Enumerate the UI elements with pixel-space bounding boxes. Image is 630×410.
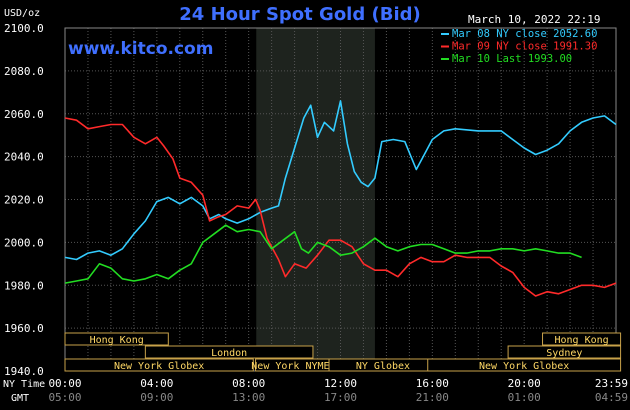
x-tick-label-gmt: 17:00	[324, 391, 357, 404]
y-tick-label: 1940.0	[4, 365, 44, 378]
chart-title: 24 Hour Spot Gold (Bid)	[179, 4, 420, 25]
legend-entry: Mar 10 Last 1993.00	[452, 53, 572, 65]
y-tick-label: 2100.0	[4, 22, 44, 35]
session-label: New York Globex	[114, 361, 204, 372]
session-box	[507, 345, 622, 359]
x-tick-label-gmt: 13:00	[232, 391, 265, 404]
x-tick-label-ny: 16:00	[416, 377, 449, 390]
x-tick-label-ny: 23:59	[595, 377, 628, 390]
y-tick-label: 1980.0	[4, 279, 44, 292]
y-tick-label: 2020.0	[4, 194, 44, 207]
session-label: London	[211, 348, 247, 359]
legend-entry: Mar 08 NY close 2052.60	[452, 28, 597, 40]
y-unit-label: USD/oz	[4, 8, 40, 19]
y-tick-label: 2000.0	[4, 236, 44, 249]
grid	[64, 27, 617, 372]
y-tick-label: 2040.0	[4, 151, 44, 164]
x-tick-label-gmt: 05:00	[48, 391, 81, 404]
x-tick-label-gmt: 04:59	[595, 391, 628, 404]
gmt-label: GMT	[11, 393, 29, 404]
series-line	[64, 117, 617, 297]
x-tick-label-ny: 12:00	[324, 377, 357, 390]
x-tick-label-ny: 20:00	[508, 377, 541, 390]
session-box	[64, 358, 254, 372]
session-box	[64, 332, 169, 346]
timestamp: March 10, 2022 22:19	[468, 13, 600, 26]
session-label: NY Globex	[356, 361, 410, 372]
session-box	[144, 345, 314, 359]
nymex-session-shade	[256, 28, 375, 371]
session-label: New York Globex	[479, 361, 569, 372]
session-label: Hong Kong	[554, 335, 608, 346]
market-sessions: Hong Kong Hong Kong London Sydney New York G…	[64, 332, 622, 372]
y-tick-label: 2080.0	[4, 65, 44, 78]
session-label: Hong Kong	[90, 335, 144, 346]
x-tick-label-ny: 04:00	[140, 377, 173, 390]
axes: 2100.0 2080.0 2060.0 2040.0 2020.0 2000.0 1980…	[4, 22, 628, 404]
session-label: New York NYMEX	[251, 361, 335, 372]
nymex-shade-rect	[256, 28, 375, 371]
legend-entry: Mar 09 NY close 1991.30	[452, 41, 597, 53]
y-tick-label: 1960.0	[4, 322, 44, 335]
site-watermark: www.kitco.com	[68, 39, 213, 59]
x-tick-label-ny: 00:00	[48, 377, 81, 390]
session-label: Sydney	[546, 348, 582, 359]
series-line	[64, 100, 617, 261]
x-tick-label-ny: 08:00	[232, 377, 265, 390]
y-tick-label: 2060.0	[4, 108, 44, 121]
ny-time-label: NY Time	[3, 379, 45, 390]
x-tick-label-gmt: 21:00	[416, 391, 449, 404]
session-box	[427, 358, 622, 372]
x-tick-label-gmt: 01:00	[508, 391, 541, 404]
session-box	[542, 332, 622, 346]
series-line	[64, 224, 582, 284]
x-tick-label-gmt: 09:00	[140, 391, 173, 404]
series-lines	[64, 100, 617, 297]
